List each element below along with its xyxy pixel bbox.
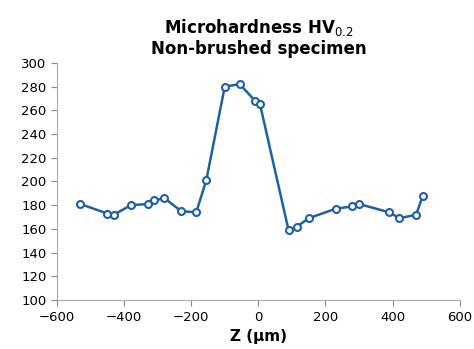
X-axis label: Z (μm): Z (μm) [230,329,287,344]
Title: Microhardness HV$_{0.2}$
Non-brushed specimen: Microhardness HV$_{0.2}$ Non-brushed spe… [151,17,366,59]
